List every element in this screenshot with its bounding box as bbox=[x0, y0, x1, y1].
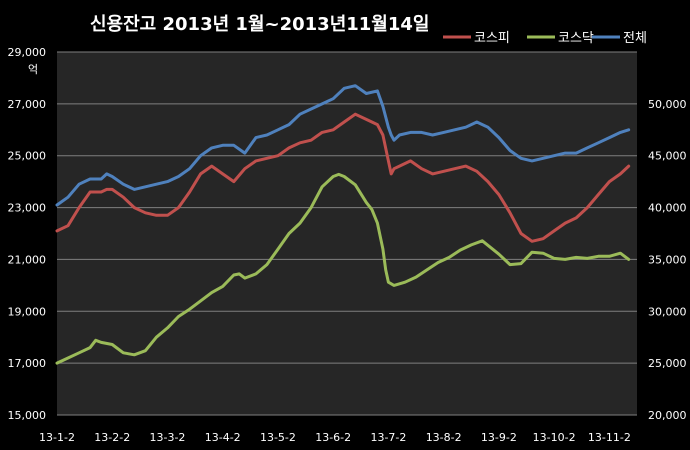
x-tick-label: 13-6-2 bbox=[315, 431, 351, 444]
x-tick-label: 13-5-2 bbox=[260, 431, 296, 444]
right-tick-label: 40,000 bbox=[648, 202, 687, 215]
x-tick-label: 13-3-2 bbox=[150, 431, 186, 444]
right-tick-label: 25,000 bbox=[648, 357, 687, 370]
x-tick-label: 13-2-2 bbox=[94, 431, 130, 444]
left-tick-label: 29,000 bbox=[8, 46, 47, 59]
left-axis-ticks: 15,000 17,000 19,000 21,000 23,000 25,000 27,0… bbox=[8, 46, 47, 422]
series-line-2 bbox=[55, 84, 631, 207]
left-tick-label: 27,000 bbox=[8, 98, 47, 111]
legend-label: 코스피 bbox=[474, 31, 510, 46]
legend-label: 코스닥 bbox=[558, 31, 594, 46]
left-tick-label: 19,000 bbox=[8, 305, 47, 318]
x-axis-ticks: 13-1-2 13-2-2 13-3-2 13-4-2 13-5-2 13-6-2 13-7… bbox=[39, 431, 631, 444]
right-tick-label: 35,000 bbox=[648, 253, 687, 266]
right-tick-label: 30,000 bbox=[648, 305, 687, 318]
legend-label: 전체 bbox=[623, 31, 647, 46]
right-axis-ticks: 20,000 25,000 30,000 35,000 40,000 45,000 50,0… bbox=[648, 98, 687, 422]
series-lines bbox=[55, 84, 631, 365]
chart-title: 신용잔고 2013년 1월~2013년11월14일 bbox=[90, 14, 429, 35]
left-tick-label: 15,000 bbox=[8, 409, 47, 422]
x-tick-label: 13-11-2 bbox=[588, 431, 631, 444]
gridlines bbox=[57, 51, 637, 416]
series-line-1 bbox=[55, 172, 631, 365]
series-line-0 bbox=[55, 112, 631, 243]
left-axis-unit: 억 bbox=[28, 63, 38, 76]
left-tick-label: 17,000 bbox=[8, 357, 47, 370]
plot-area bbox=[57, 52, 637, 415]
right-tick-label: 45,000 bbox=[648, 150, 687, 163]
left-tick-label: 25,000 bbox=[8, 150, 47, 163]
x-tick-label: 13-7-2 bbox=[370, 431, 406, 444]
right-tick-label: 20,000 bbox=[648, 409, 687, 422]
legend: 코스피 코스닥 전체 bbox=[443, 31, 647, 46]
left-tick-label: 23,000 bbox=[8, 202, 47, 215]
x-tick-label: 13-10-2 bbox=[533, 431, 576, 444]
x-tick-label: 13-4-2 bbox=[205, 431, 241, 444]
x-tick-label: 13-9-2 bbox=[481, 431, 517, 444]
left-tick-label: 21,000 bbox=[8, 253, 47, 266]
x-tick-label: 13-1-2 bbox=[39, 431, 75, 444]
right-tick-label: 50,000 bbox=[648, 98, 687, 111]
x-tick-label: 13-8-2 bbox=[426, 431, 462, 444]
